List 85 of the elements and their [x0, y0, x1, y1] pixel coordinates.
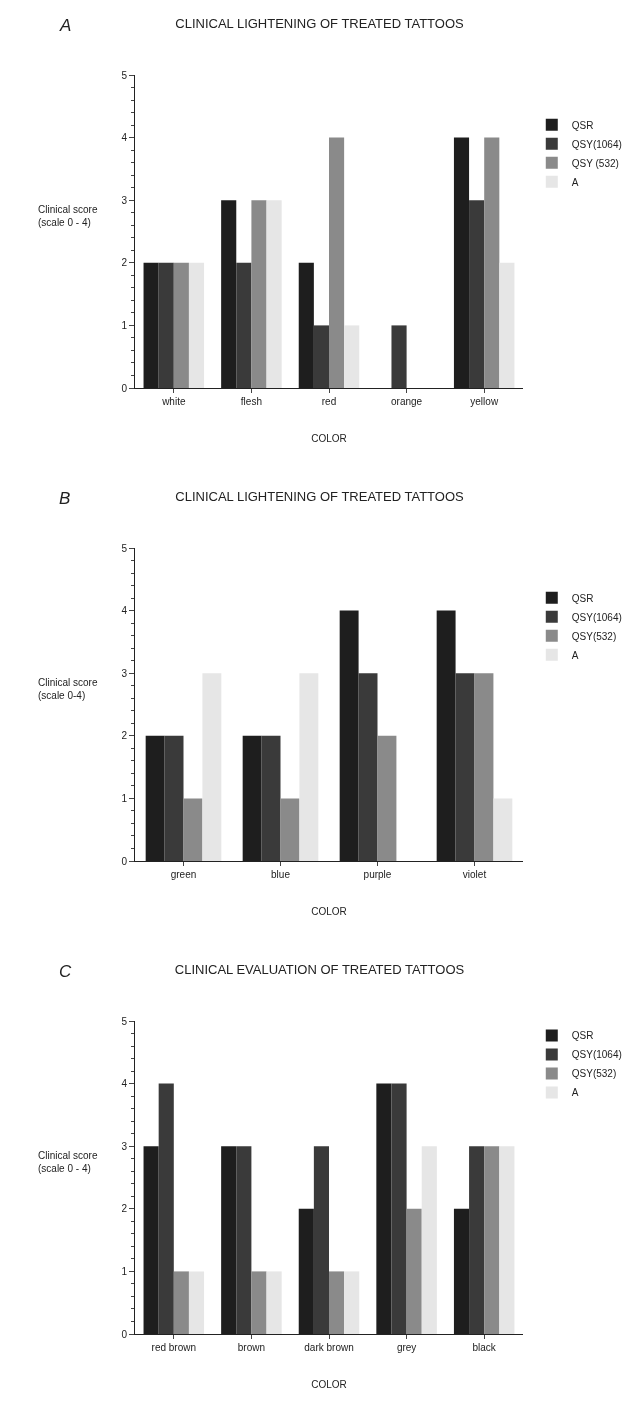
- bar: [499, 262, 515, 388]
- x-tick-label: blue: [271, 869, 291, 880]
- legend-label: QSR: [571, 592, 594, 604]
- bar: [484, 137, 500, 388]
- x-tick-label: black: [472, 1342, 497, 1353]
- y-axis-title: Clinical score (scale 0 - 4): [38, 204, 98, 228]
- y-tick-label: 0: [121, 1328, 128, 1340]
- bar: [469, 200, 485, 388]
- bar: [202, 673, 222, 861]
- legend-label: QSY(1064): [571, 611, 622, 623]
- text: C: [59, 962, 72, 981]
- y-tick-label: 2: [121, 730, 128, 742]
- bar: [188, 262, 205, 388]
- y-axis-title: Clinical score (scale 0 - 4): [38, 1150, 98, 1174]
- x-tick-label: flesh: [240, 396, 262, 407]
- chart-title: CLINICAL LIGHTENING OF TREATED TATTOOS: [175, 489, 465, 505]
- bar: [493, 798, 513, 861]
- bar: [188, 1271, 205, 1334]
- bar: [474, 673, 494, 861]
- bar: [266, 1271, 282, 1334]
- bar: [406, 1208, 422, 1334]
- text: B: [59, 489, 71, 508]
- legend-label: A: [571, 176, 579, 188]
- y-tick-label: 2: [121, 1203, 128, 1215]
- bar: [421, 1146, 437, 1334]
- bar: [251, 1271, 267, 1334]
- legend-label: QSY(1064): [571, 1049, 622, 1061]
- bar: [377, 735, 397, 861]
- x-tick-label: purple: [363, 869, 392, 880]
- bar: [251, 200, 267, 388]
- x-tick-label: brown: [237, 1342, 266, 1353]
- x-tick-label: dark brown: [304, 1342, 354, 1353]
- x-tick-label: grey: [396, 1342, 417, 1353]
- text: A: [59, 16, 72, 35]
- bar: [173, 1271, 189, 1334]
- y-tick-label: 1: [121, 319, 128, 331]
- y-tick-label: 3: [121, 1140, 128, 1152]
- y-tick-label: 4: [121, 132, 128, 144]
- y-tick-label: 5: [121, 1015, 128, 1027]
- y-tick-label: 0: [121, 382, 128, 394]
- x-tick-label: orange: [391, 396, 423, 407]
- legend-label: QSY(1064): [571, 138, 622, 150]
- y-tick-label: 2: [121, 257, 128, 269]
- y-tick-label: 4: [121, 605, 128, 617]
- y-tick-label: 1: [121, 1265, 128, 1277]
- legend-label: A: [571, 649, 579, 661]
- bar: [236, 262, 252, 388]
- bar: [484, 1146, 500, 1334]
- bar: [299, 673, 319, 861]
- legend-label: QSY(532): [571, 1068, 617, 1080]
- legend-label: QSR: [571, 1030, 594, 1042]
- bar: [329, 137, 345, 388]
- y-tick-label: 1: [121, 792, 128, 804]
- bar: [344, 325, 360, 388]
- legend-label: QSY (532): [571, 157, 619, 169]
- bar: [280, 798, 300, 861]
- bar: [266, 200, 282, 388]
- chart-title: CLINICAL LIGHTENING OF TREATED TATTOOS: [175, 16, 465, 32]
- y-tick-label: 4: [121, 1078, 128, 1090]
- x-axis-title: COLOR: [311, 1378, 347, 1390]
- x-tick-label: white: [161, 396, 186, 407]
- y-tick-label: 5: [121, 542, 128, 554]
- y-tick-label: 3: [121, 194, 128, 206]
- bar: [183, 798, 203, 861]
- x-axis-title: COLOR: [311, 432, 347, 444]
- bar: [469, 1146, 485, 1334]
- legend-label: QSR: [571, 119, 594, 131]
- y-axis-title: Clinical score (scale 0-4): [38, 677, 98, 701]
- bar: [499, 1146, 515, 1334]
- chart-title: CLINICAL EVALUATION OF TREATED TATTOOS: [174, 962, 465, 978]
- bar: [173, 262, 189, 388]
- y-tick-label: 3: [121, 667, 128, 679]
- legend-label: QSY(532): [571, 630, 617, 642]
- x-tick-label: green: [170, 869, 197, 880]
- y-tick-label: 5: [121, 69, 128, 81]
- legend-label: A: [571, 1087, 579, 1099]
- bar: [236, 1146, 252, 1334]
- x-axis-title: COLOR: [311, 905, 347, 917]
- bar: [344, 1271, 360, 1334]
- bar: [329, 1271, 345, 1334]
- x-tick-label: yellow: [470, 396, 499, 407]
- x-tick-label: violet: [462, 869, 487, 880]
- x-tick-label: red brown: [151, 1342, 197, 1353]
- y-tick-label: 0: [121, 855, 128, 867]
- x-tick-label: red: [321, 396, 337, 407]
